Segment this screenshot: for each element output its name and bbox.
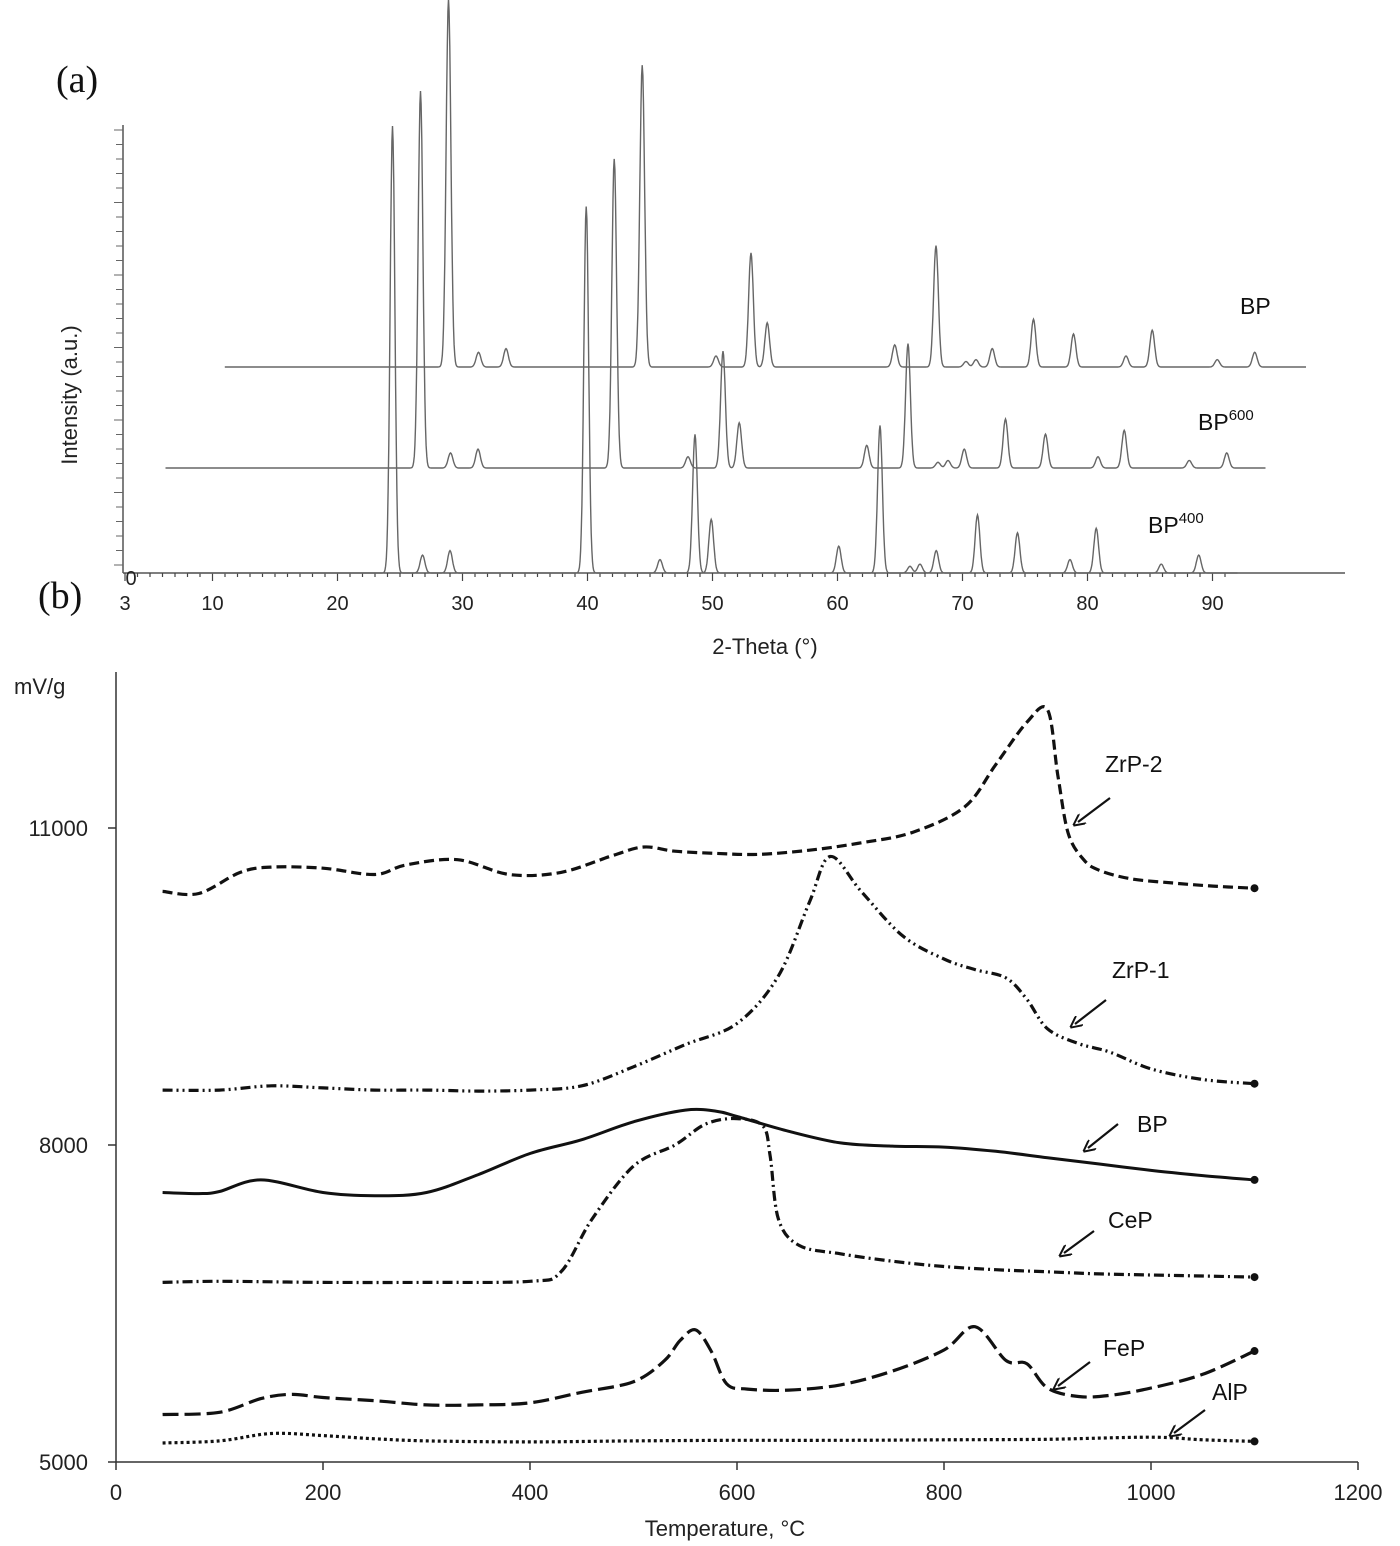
xrd-x-tick-label: 50: [701, 593, 723, 615]
dta-arrow-zrp-1: [1075, 999, 1107, 1024]
dta-y-tick-label: 5000: [39, 1450, 88, 1475]
dta-x-tick-label: 400: [512, 1480, 549, 1505]
dta-endpoint-cep: [1250, 1273, 1259, 1282]
xrd-x-tick-label: 3: [119, 593, 130, 615]
dta-arrow-alp: [1174, 1409, 1206, 1433]
dta-line-fep: [162, 1325, 1256, 1417]
xrd-x-tick-label: 10: [201, 593, 223, 615]
dta-series-group: [162, 705, 1259, 1446]
xrd-x-tick-label: 60: [826, 593, 848, 615]
dta-endpoint-zrp-1: [1250, 1079, 1259, 1088]
dta-x-axis-title: Temperature, °C: [645, 1516, 806, 1541]
dta-x-tick-label: 1000: [1127, 1480, 1176, 1505]
dta-arrow-zrp-2: [1078, 797, 1111, 822]
dta-x-tick-label: 800: [926, 1480, 963, 1505]
dta-line-bp: [162, 1107, 1255, 1198]
dta-series-label-zrp-2: ZrP-2: [1105, 751, 1163, 777]
xrd-x-tick-label: 20: [326, 593, 348, 615]
xrd-series-group: [165, 0, 1306, 574]
dta-line-zrp-2: [162, 705, 1255, 897]
dta-arrow-fep: [1058, 1361, 1091, 1386]
panel-a-label: (a): [56, 59, 98, 101]
dta-x-tick-label: 0: [110, 1480, 122, 1505]
dta-endpoint-alp: [1250, 1437, 1259, 1446]
xrd-x-tick-label: 70: [951, 593, 973, 615]
xrd-x-axis-title: 2-Theta (°): [712, 634, 817, 659]
dta-y-tick-label: 8000: [39, 1133, 88, 1158]
panel-b: (b) 0 200 400 600 800 1000 1200 5000800011000 …: [14, 575, 1382, 1541]
dta-line-alp: [162, 1431, 1255, 1445]
dta-x-tick-label: 200: [305, 1480, 342, 1505]
xrd-y-origin-label: 0: [125, 568, 136, 590]
xrd-x-tick-label: 90: [1201, 593, 1223, 615]
dta-y-ticks: 5000 8000 11000: [28, 816, 116, 1475]
panel-b-label: (b): [38, 575, 82, 617]
xrd-y-axis-title: Intensity (a.u.): [57, 325, 82, 464]
xrd-series-label-bp400: BP400: [1148, 510, 1204, 538]
dta-series-label-cep: CeP: [1108, 1207, 1153, 1233]
dta-x-ticks: 0 200 400 600 800 1000 1200: [110, 1462, 1383, 1505]
xrd-x-tick-label: 80: [1076, 593, 1098, 615]
panel-a: (a) 3 10 20 30 40 50 60 70 80 90 0 Intensity (a.u…: [56, 0, 1345, 659]
xrd-series-label-bp600: BP600: [1198, 407, 1254, 435]
dta-arrow-cep: [1064, 1230, 1095, 1253]
dta-series-label-zrp-1: ZrP-1: [1112, 957, 1170, 983]
xrd-x-ticks: 3 10 20 30 40 50 60 70 80 90: [119, 573, 1226, 615]
xrd-series-label-bp: BP: [1240, 293, 1271, 319]
dta-y-unit-label: mV/g: [14, 674, 65, 699]
dta-arrow-bp: [1088, 1123, 1119, 1148]
dta-series-label-alp: AlP: [1212, 1379, 1248, 1405]
dta-endpoint-bp: [1250, 1175, 1259, 1184]
dta-line-zrp-1: [162, 854, 1255, 1093]
xrd-x-tick-label: 30: [451, 593, 473, 615]
dta-y-tick-label: 11000: [28, 816, 88, 841]
dta-series-label-fep: FeP: [1103, 1335, 1145, 1361]
xrd-pattern-bp400: [187, 125, 1238, 574]
dta-line-cep: [162, 1116, 1255, 1285]
xrd-y-minor-ticks: [114, 129, 123, 566]
dta-series-label-bp: BP: [1137, 1111, 1168, 1137]
dta-endpoint-fep: [1250, 1347, 1259, 1356]
dta-endpoint-zrp-2: [1250, 884, 1259, 893]
xrd-x-tick-label: 40: [576, 593, 598, 615]
dta-x-tick-label: 600: [719, 1480, 756, 1505]
xrd-pattern-bp600: [165, 90, 1266, 469]
dta-x-tick-label: 1200: [1334, 1480, 1383, 1505]
xrd-pattern-bp: [224, 0, 1306, 368]
